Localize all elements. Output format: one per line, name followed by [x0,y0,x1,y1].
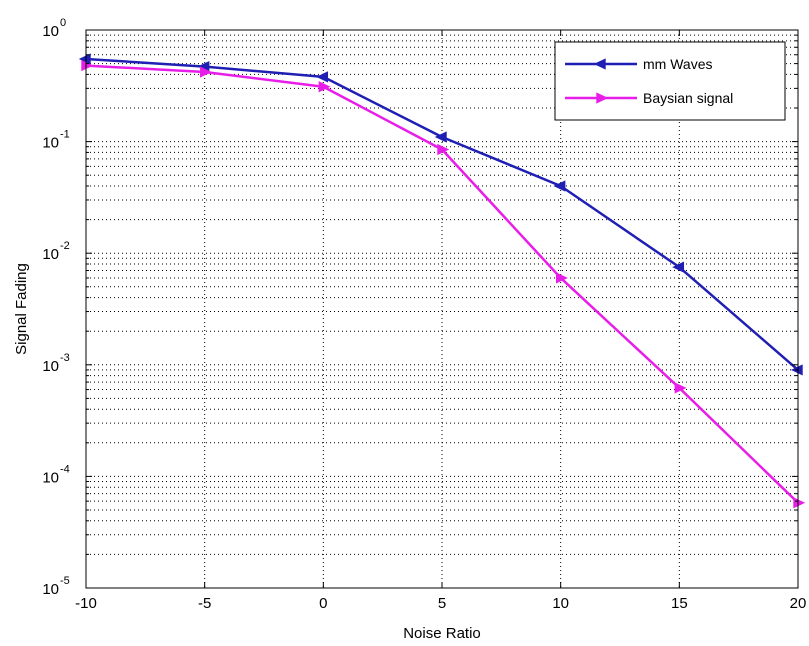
series-0-point [553,180,566,192]
y-tick-exponent: -3 [60,352,70,364]
y-tick-label: 10 [42,469,59,486]
y-tick-label: 10 [42,246,59,263]
legend-swatch-marker [593,58,606,70]
y-tick-exponent: -5 [60,575,70,587]
x-tick-label: 15 [671,595,688,612]
y-tick-exponent: -4 [60,463,70,475]
series-layer [78,53,806,509]
y-axis-title: Signal Fading [13,263,30,355]
y-tick-label: 10 [42,23,59,40]
series-0-point [78,53,91,65]
x-tick-label: -5 [198,595,211,612]
legend-box [554,41,786,121]
x-tick-label: 20 [790,595,807,612]
legend: mm Waves Baysian signal [554,41,786,121]
series-1-point [793,497,806,509]
axis-ticks [85,30,799,588]
series-1-point [674,382,687,394]
series-1-point [199,66,212,78]
series-1-point [437,143,450,156]
y-tick-exponent: 0 [60,17,66,29]
x-tick-label: 10 [552,595,569,612]
y-tick-label: 10 [42,581,59,598]
series-1-point [555,272,568,284]
x-axis-title: Noise Ratio [403,625,481,642]
legend-label: mm Waves [643,56,712,72]
series-0-point [434,131,447,143]
series-1-point [318,81,331,93]
y-tick-exponent: -1 [60,129,70,141]
y-tick-label: 10 [42,358,59,375]
series-0-point [316,71,329,83]
y-tick-label: 10 [42,135,59,152]
x-tick-label: 0 [319,595,327,612]
x-tick-label: -10 [75,595,97,612]
series-0-point [672,261,685,273]
y-tick-exponent: -2 [60,240,70,252]
legend-swatch-marker [596,92,609,104]
legend-label: Baysian signal [643,90,733,106]
x-tick-label: 5 [438,595,446,612]
